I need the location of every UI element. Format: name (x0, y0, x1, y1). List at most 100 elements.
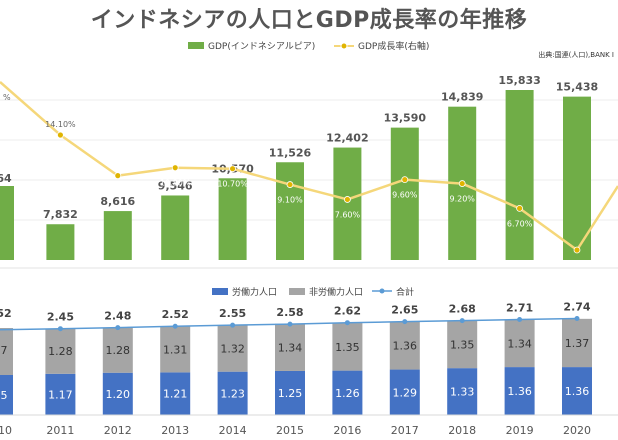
gdp-value-label: 7,832 (43, 208, 78, 221)
legend-swatch-gdp (188, 42, 204, 49)
labor-bar (0, 375, 13, 415)
labor-value-label: 1.29 (393, 386, 418, 399)
gdp-bar (333, 147, 362, 260)
total-marker (287, 321, 293, 327)
legend-label-gdp: GDP(インドネシアルピア) (208, 41, 315, 52)
gdp-value-label: 15,833 (498, 74, 540, 87)
gdp-bar (103, 211, 132, 260)
x-tick-label: 2020 (563, 424, 591, 437)
x-tick-label: 2019 (506, 424, 534, 437)
legend-label-nonlabor: 非労働力人口 (309, 286, 363, 298)
total-marker (57, 326, 63, 332)
labor-value-label: 1.26 (335, 387, 360, 400)
gdp-value-label: 9,546 (158, 179, 193, 192)
total-value-label: 2.68 (449, 303, 476, 316)
labor-value-label: 1.20 (106, 388, 131, 401)
labor-bar (45, 373, 76, 415)
nonlabor-value-label: 1.36 (393, 340, 418, 353)
labor-bar (275, 370, 305, 415)
growth-marker (401, 176, 409, 184)
labor-value-label: 1.33 (450, 386, 475, 399)
total-marker (172, 323, 178, 329)
legend-label-labor: 労働力人口 (232, 286, 277, 298)
total-value-label: 2.62 (334, 305, 361, 318)
total-value-label: 2.58 (276, 306, 303, 319)
labor-bar (332, 370, 363, 415)
nonlabor-value-label: 1.31 (163, 343, 188, 356)
legend-marker-total (379, 288, 385, 294)
growth-marker (286, 181, 294, 188)
growth-marker (171, 164, 179, 172)
labor-value-label: 1.25 (278, 387, 303, 400)
total-value-label: 2.55 (219, 307, 246, 320)
x-tick-label: 2016 (333, 424, 361, 437)
gdp-value-label: 15,438 (556, 81, 598, 94)
gdp-value-label: 8,616 (100, 195, 135, 208)
nonlabor-bar (562, 318, 592, 368)
nonlabor-bar (0, 328, 13, 375)
total-marker (115, 325, 121, 331)
growth-marker (114, 172, 122, 180)
total-marker (574, 315, 580, 321)
legend-label-total: 合計 (396, 286, 414, 298)
gdp-bar (161, 195, 190, 260)
labor-value-label: 5 (1, 389, 8, 402)
x-tick-label: 2018 (448, 424, 476, 437)
nonlabor-value-label: 1.34 (507, 337, 532, 350)
labor-value-label: 1.23 (220, 387, 245, 400)
nonlabor-bar (275, 323, 305, 371)
gdp-value-label: 13,590 (384, 112, 427, 125)
x-tick-label: 2015 (276, 424, 304, 437)
labor-value-label: 1.17 (48, 388, 73, 401)
chart-title: インドネシアの人口とGDP成長率の年推移 (90, 8, 528, 33)
gdp-bar (46, 224, 75, 260)
growth-value-label: 7.60% (335, 210, 361, 219)
nonlabor-bar (217, 325, 248, 372)
growth-value-label: 10.70% (217, 180, 248, 189)
total-value-label: 52 (0, 307, 12, 320)
nonlabor-value-label: 1.37 (565, 337, 590, 350)
labor-value-label: 1.21 (163, 388, 188, 401)
growth-marker (516, 204, 523, 212)
total-value-label: 2.74 (563, 300, 590, 313)
nonlabor-bar (447, 320, 478, 369)
nonlabor-bar (160, 326, 191, 373)
gdp-bar (218, 178, 247, 260)
gdp-value-label: 11,526 (269, 146, 312, 159)
total-marker (517, 317, 523, 323)
total-marker (230, 322, 236, 328)
legend-swatch-labor (212, 288, 228, 295)
gdp-bar (563, 96, 591, 260)
total-marker (402, 319, 408, 325)
labor-value-label: 1.36 (507, 385, 532, 398)
labor-bar (447, 368, 478, 415)
nonlabor-bar (45, 328, 76, 374)
source-note: 出典:国連(人口),BANK I (538, 51, 614, 59)
growth-marker (343, 196, 351, 203)
growth-value-label: 9.60% (392, 191, 418, 200)
labor-bar (504, 367, 535, 415)
gdp-value-label: 14,839 (441, 91, 483, 104)
nonlabor-value-label: 1.34 (278, 341, 303, 354)
total-value-label: 2.65 (391, 304, 418, 317)
growth-value-label: 6.70% (507, 219, 533, 228)
legend-marker-growth (340, 42, 348, 50)
nonlabor-value-label: 1.28 (106, 344, 131, 357)
total-marker (459, 318, 465, 324)
legend-swatch-nonlabor (289, 288, 305, 295)
growth-value-label: 14.10% (45, 120, 76, 129)
x-tick-label: 2017 (391, 424, 419, 437)
nonlabor-value-label: 1.35 (450, 338, 475, 351)
total-value-label: 2.45 (47, 311, 74, 324)
growth-value-label: 2.50% (564, 261, 590, 270)
x-tick-label: 2013 (161, 424, 189, 437)
gdp-bar (276, 162, 304, 260)
labor-value-label: 1.36 (565, 385, 590, 398)
growth-marker (573, 246, 581, 254)
nonlabor-bar (102, 327, 133, 373)
x-tick-label: 10 (0, 424, 12, 437)
x-tick-label: 2014 (219, 424, 247, 437)
growth-value-label: 10.80% (160, 179, 191, 188)
labor-bar (389, 369, 420, 415)
